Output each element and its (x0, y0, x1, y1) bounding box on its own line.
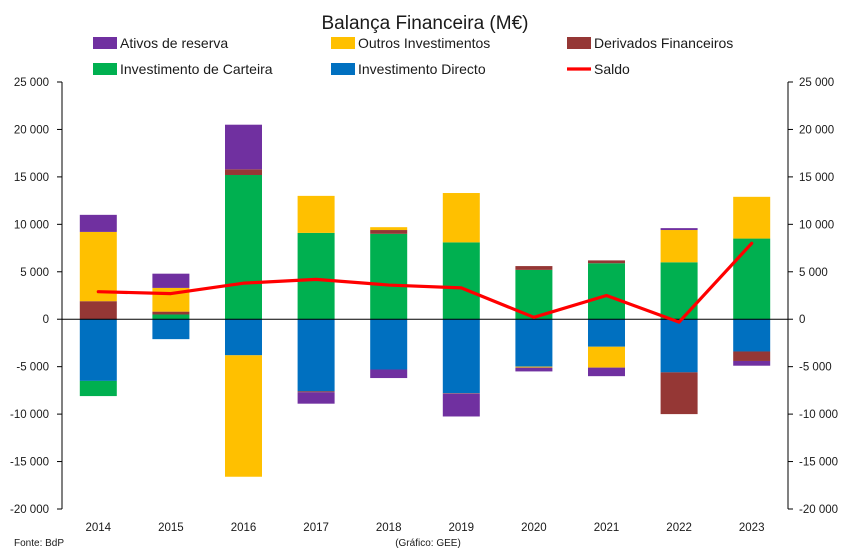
bar-investimento-directo-2017 (297, 319, 335, 392)
y-tick-label-left: 15 000 (14, 172, 49, 184)
bar-investimento-directo-2015 (152, 319, 190, 340)
y-tick-label-left: -20 000 (10, 504, 49, 516)
x-tick-label-2017: 2017 (303, 522, 329, 534)
bar-investimento-de-carteira-2016 (225, 174, 262, 320)
y-tick-label-right: 0 (799, 314, 805, 326)
bar-investimento-de-carteira-2017 (297, 232, 335, 320)
y-tick-label-left: -15 000 (10, 457, 49, 469)
legend-label-investimento-directo: Investimento Directo (358, 61, 486, 77)
bar-investimento-de-carteira-2019 (442, 242, 480, 320)
bar-ativos-de-reserva-2018 (370, 369, 408, 379)
saldo-line (96, 241, 754, 324)
bar-outros-investimentos-2019 (442, 193, 480, 243)
y-tick-label-right: 5 000 (799, 267, 828, 279)
x-tick-label-2019: 2019 (449, 522, 475, 534)
y-tick-label-left: 0 (43, 314, 49, 326)
bar-ativos-de-reserva-2015 (152, 273, 190, 288)
bars-layer (79, 124, 771, 477)
bar-investimento-directo-2018 (370, 319, 408, 370)
bar-outros-investimentos-2021 (588, 346, 625, 368)
y-tick-label-left: -5 000 (16, 362, 49, 374)
bar-ativos-de-reserva-2022 (660, 228, 698, 231)
y-tick-label-right: -15 000 (799, 457, 838, 469)
bar-derivados-financeiros-2014 (79, 301, 117, 320)
bar-outros-investimentos-2020 (515, 366, 553, 368)
legend: Ativos de reserva Outros Investimentos Der… (93, 35, 733, 77)
bar-outros-investimentos-2016 (225, 355, 262, 477)
bar-derivados-financeiros-2021 (588, 260, 625, 264)
bar-outros-investimentos-2014 (79, 231, 117, 302)
bar-derivados-financeiros-2019 (442, 393, 480, 394)
bar-investimento-de-carteira-2021 (588, 263, 625, 320)
bar-investimento-directo-2019 (442, 319, 480, 394)
y-tick-label-right: 20 000 (799, 124, 834, 136)
source-note: Fonte: BdP (14, 538, 64, 549)
bar-investimento-directo-2016 (225, 319, 262, 356)
bar-derivados-financeiros-2023 (733, 351, 771, 361)
bar-investimento-directo-2023 (733, 319, 771, 352)
x-tick-label-2022: 2022 (666, 522, 692, 534)
bar-investimento-directo-2021 (588, 319, 625, 347)
axes-layer: 25 000 25 000 20 000 20 000 15 000 15 000 10 0… (10, 77, 838, 534)
bar-derivados-financeiros-2022 (660, 372, 698, 415)
legend-label-ativos-de-reserva: Ativos de reserva (120, 35, 228, 51)
saldo-line-layer (96, 241, 754, 324)
y-tick-label-right: 10 000 (799, 219, 834, 231)
y-tick-label-right: -5 000 (799, 362, 832, 374)
x-tick-label-2018: 2018 (376, 522, 402, 534)
y-tick-label-right: 15 000 (799, 172, 834, 184)
legend-swatch-derivados-financeiros (567, 37, 591, 49)
bar-ativos-de-reserva-2019 (442, 393, 480, 417)
bar-ativos-de-reserva-2023 (733, 360, 771, 366)
legend-swatch-outros-investimentos (331, 37, 355, 49)
bar-derivados-financeiros-2016 (225, 169, 262, 175)
legend-swatch-investimento-de-carteira (93, 63, 117, 75)
bar-derivados-financeiros-2017 (297, 391, 335, 393)
y-tick-label-left: 25 000 (14, 77, 49, 89)
x-tick-label-2023: 2023 (739, 522, 765, 534)
bar-investimento-de-carteira-2018 (370, 233, 408, 320)
legend-swatch-ativos-de-reserva (93, 37, 117, 49)
x-tick-label-2021: 2021 (594, 522, 620, 534)
y-tick-label-left: 20 000 (14, 124, 49, 136)
bar-outros-investimentos-2018 (370, 227, 408, 231)
bar-ativos-de-reserva-2017 (297, 392, 335, 404)
y-tick-label-right: -20 000 (799, 504, 838, 516)
bar-ativos-de-reserva-2021 (588, 367, 625, 377)
y-tick-label-left: 10 000 (14, 219, 49, 231)
bar-ativos-de-reserva-2020 (515, 367, 553, 372)
bar-investimento-de-carteira-2022 (660, 262, 698, 320)
bar-investimento-de-carteira-2014 (79, 380, 117, 397)
y-tick-label-left: 5 000 (20, 267, 49, 279)
x-tick-label-2015: 2015 (158, 522, 184, 534)
bar-derivados-financeiros-2015 (152, 311, 190, 315)
y-tick-label-left: -10 000 (10, 409, 49, 421)
bar-investimento-directo-2022 (660, 319, 698, 373)
bar-outros-investimentos-2023 (733, 196, 771, 239)
bar-investimento-directo-2020 (515, 319, 553, 367)
bar-derivados-financeiros-2018 (370, 230, 408, 234)
bar-outros-investimentos-2022 (660, 230, 698, 263)
y-tick-label-right: -10 000 (799, 409, 838, 421)
x-tick-label-2014: 2014 (86, 522, 112, 534)
bar-investimento-directo-2014 (79, 319, 117, 381)
bar-derivados-financeiros-2020 (515, 266, 553, 270)
bar-outros-investimentos-2017 (297, 195, 335, 233)
legend-swatch-investimento-directo (331, 63, 355, 75)
credit-note: (Gráfico: GEE) (395, 538, 461, 549)
legend-label-derivados-financeiros: Derivados Financeiros (594, 35, 733, 51)
bar-ativos-de-reserva-2014 (79, 214, 117, 232)
bar-investimento-de-carteira-2023 (733, 238, 771, 320)
x-tick-label-2016: 2016 (231, 522, 257, 534)
legend-label-outros-investimentos: Outros Investimentos (358, 35, 490, 51)
legend-label-investimento-de-carteira: Investimento de Carteira (120, 61, 273, 77)
bar-ativos-de-reserva-2016 (225, 124, 262, 170)
chart-title: Balança Financeira (M€) (322, 13, 529, 34)
legend-label-saldo: Saldo (594, 61, 630, 77)
bar-investimento-de-carteira-2015 (152, 314, 190, 320)
y-tick-label-right: 25 000 (799, 77, 834, 89)
x-tick-label-2020: 2020 (521, 522, 547, 534)
